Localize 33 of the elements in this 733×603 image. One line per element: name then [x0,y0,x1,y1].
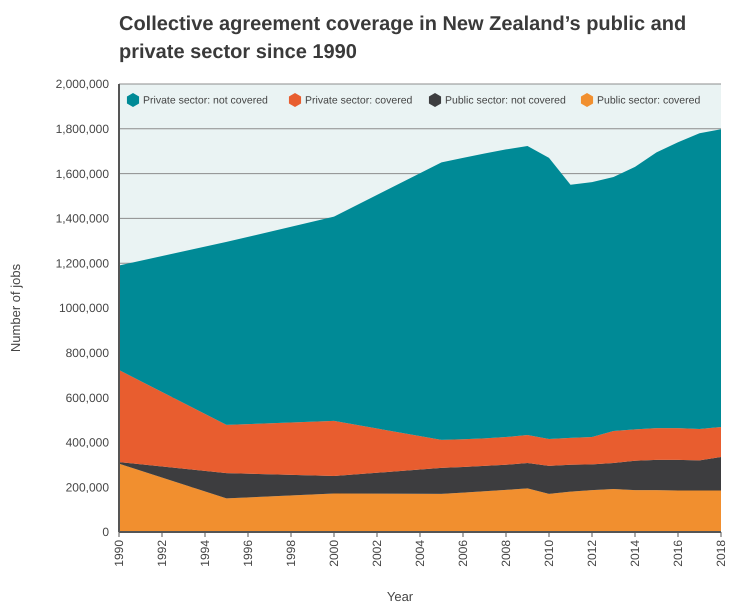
x-tick-label: 1992 [155,540,170,567]
chart-title: Collective agreement coverage in New Zealand’s public and private sector since 1990 [119,13,686,63]
x-tick-label: 2014 [628,540,642,567]
x-tick-label: 2002 [370,540,384,567]
y-tick-label: 2,000,000 [56,77,110,92]
x-tick-label: 2004 [413,540,428,567]
y-tick-label: 800,000 [66,346,110,360]
x-tick-label: 1990 [112,540,126,567]
y-tick-label: 1,600,000 [56,166,110,181]
x-tick-label: 2008 [499,540,514,567]
y-tick-label: 200,000 [66,480,110,494]
x-tick-label: 2018 [714,540,728,567]
x-axis-title: Year [386,589,414,603]
y-axis-title: Number of jobs [8,263,23,352]
x-tick-label: 2012 [585,540,600,567]
x-tick-label: 1996 [241,540,256,567]
x-tick-label: 2010 [542,540,556,567]
x-tick-label: 1998 [284,540,298,567]
x-tick-label: 1994 [198,540,212,567]
y-tick-label: 0 [102,525,110,540]
y-tick-label: 1000,000 [58,301,110,316]
y-tick-label: 1,800,000 [56,122,110,136]
legend-label: Private sector: not covered [143,94,268,107]
legend-label: Public sector: covered [597,94,700,107]
y-tick-label: 600,000 [66,390,110,405]
x-tick-label: 2000 [327,540,342,567]
y-tick-label: 1,400,000 [56,212,110,226]
x-tick-label: 2006 [456,540,470,567]
legend-label: Public sector: not covered [445,94,566,107]
x-tick-label: 2016 [671,540,686,567]
y-tick-label: 400,000 [66,436,110,450]
y-tick-label: 1,200,000 [56,256,110,270]
legend-label: Private sector: covered [305,94,413,107]
